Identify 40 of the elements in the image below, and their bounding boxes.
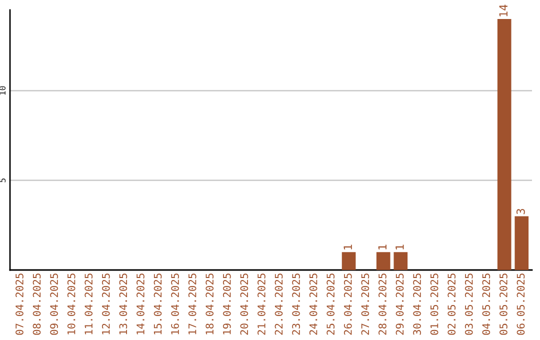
x-tick-label: 29.04.2025 (396, 274, 404, 335)
data-label: 3 (516, 208, 525, 214)
x-tick-label: 24.04.2025 (309, 274, 318, 335)
x-tick-label: 18.04.2025 (206, 274, 214, 334)
x-tick-label: 08.04.2025 (32, 274, 41, 335)
x-tick-label: 25.04.2025 (326, 274, 335, 335)
x-tick-label: 10.04.2025 (67, 274, 76, 334)
x-tick-label: 14.04.2025 (136, 274, 144, 334)
data-label: 1 (344, 244, 352, 250)
x-tick-label: 26.04.2025 (344, 274, 352, 335)
x-tick-label: 30.04.2025 (413, 274, 421, 335)
x-tick-label: 09.04.2025 (50, 274, 58, 335)
bar (342, 252, 356, 270)
x-tick-label: 28.04.2025 (378, 274, 386, 335)
x-tick-label: 23.04.2025 (292, 274, 300, 335)
x-tick-label: 05.05.2025 (500, 274, 508, 335)
x-tick-label: 12.04.2025 (102, 274, 110, 334)
bar (376, 252, 390, 270)
x-tick-label: 04.05.2025 (482, 274, 490, 335)
data-label: 1 (378, 244, 386, 250)
x-tick-label: 27.04.2025 (361, 274, 370, 335)
x-tick-label: 16.04.2025 (171, 274, 179, 334)
x-tick-label: 07.04.2025 (16, 274, 24, 335)
x-tick-label: 13.04.2025 (119, 274, 128, 334)
x-tick-label: 11.04.2025 (84, 274, 93, 334)
x-tick-label: 17.04.2025 (188, 274, 196, 334)
bar (514, 216, 529, 270)
x-tick-label: 03.05.2025 (464, 274, 473, 335)
x-tick-label: 06.05.2025 (516, 274, 525, 335)
x-tick-label: 02.05.2025 (448, 274, 456, 335)
data-label: 14 (499, 4, 508, 16)
x-tick-label: 01.05.2025 (430, 274, 438, 335)
x-tick-label: 21.04.2025 (258, 274, 266, 335)
x-tick-label: 22.04.2025 (274, 274, 283, 335)
data-label: 1 (396, 244, 404, 250)
bar (497, 18, 512, 270)
x-tick-label: 15.04.2025 (154, 274, 162, 334)
x-tick-label: 19.04.2025 (222, 274, 231, 334)
x-tick-label: 20.04.2025 (240, 274, 248, 335)
bar (394, 252, 408, 270)
